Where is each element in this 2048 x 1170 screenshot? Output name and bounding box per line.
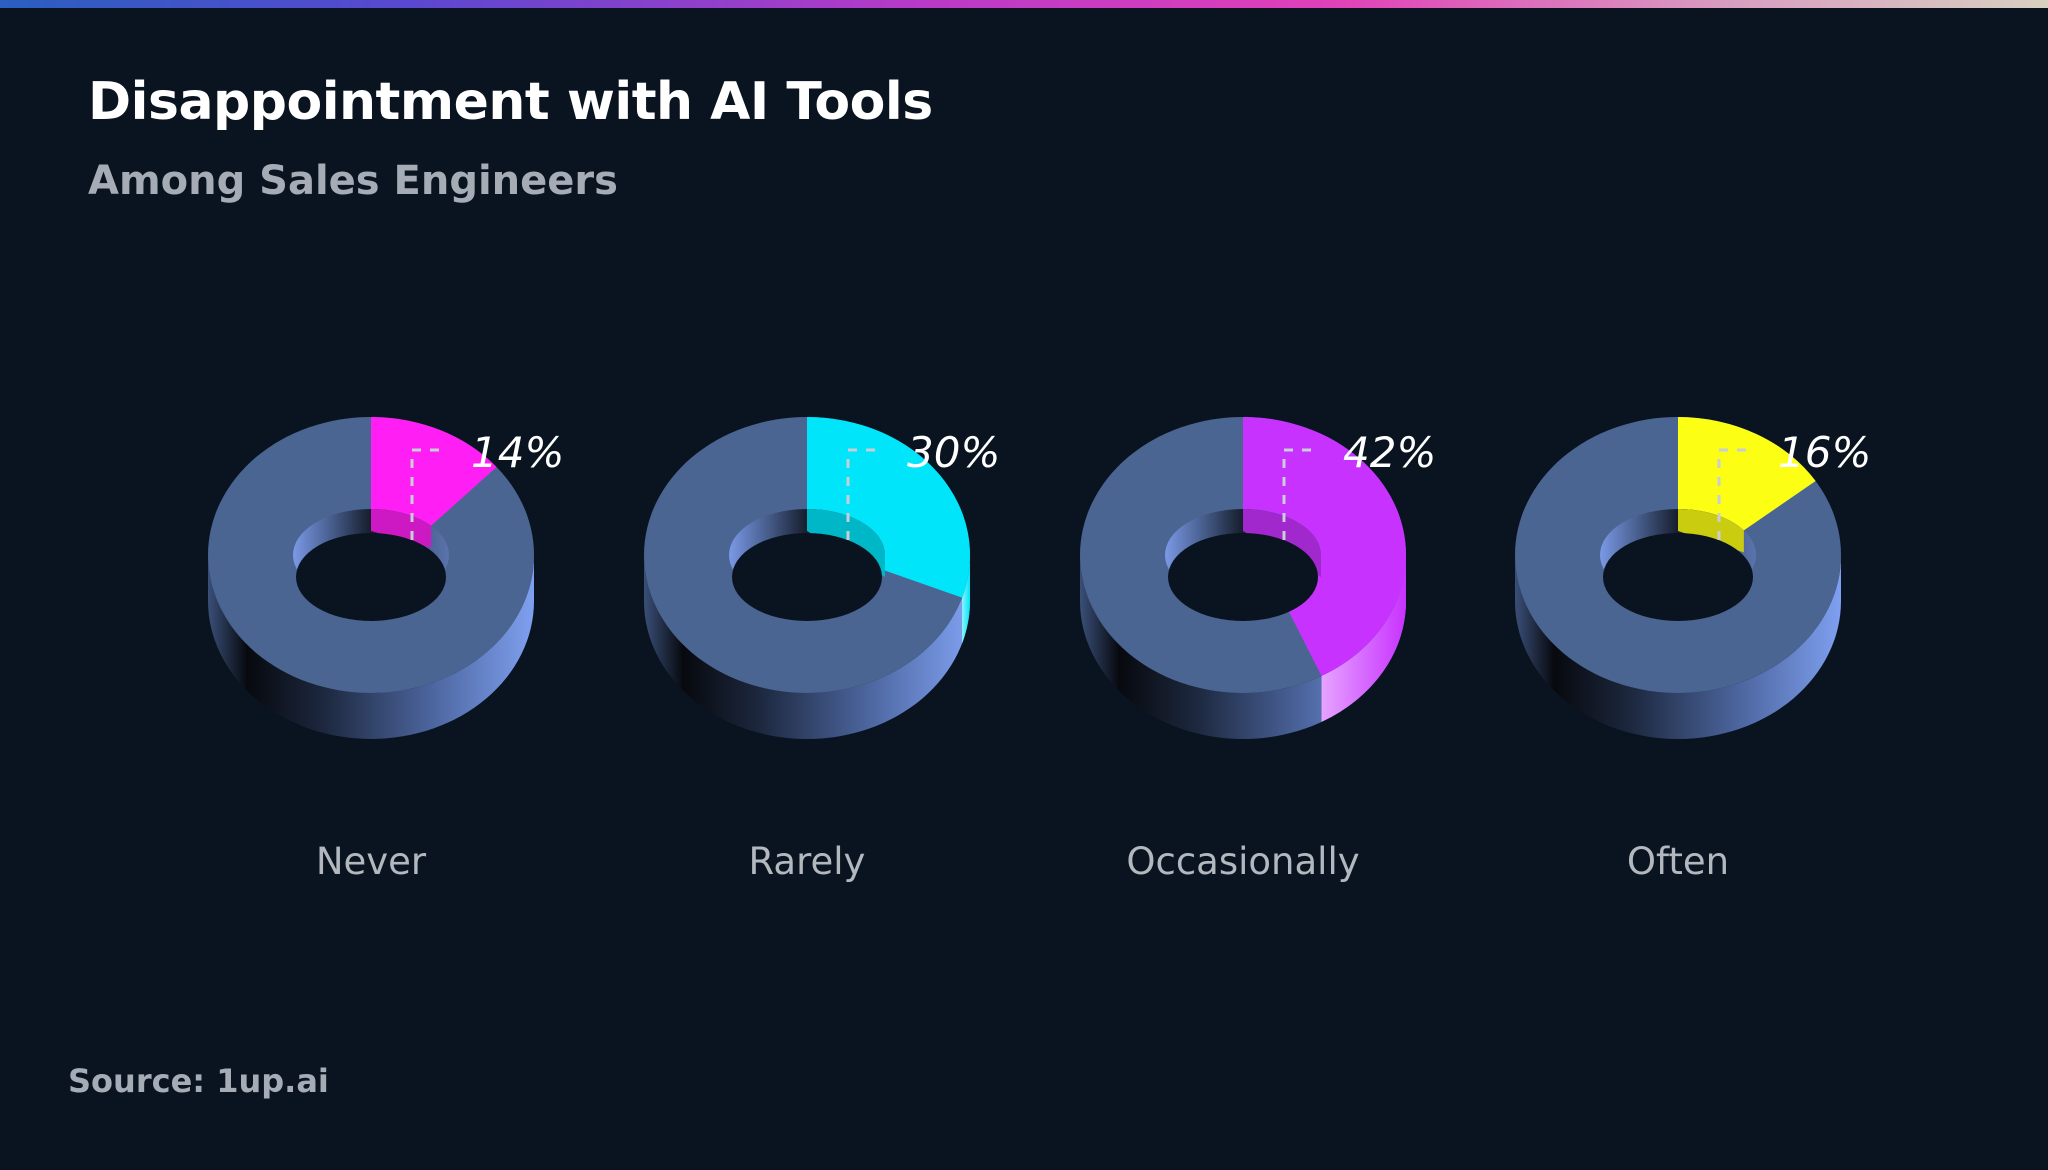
donut-side-wall (1515, 555, 1841, 739)
donut-hole (296, 533, 446, 621)
donut-segment-side (962, 555, 970, 644)
donut-segment-never (371, 417, 497, 526)
donut-never: 14% Never (208, 417, 564, 883)
donut-occasionally: 42% Occasionally (1080, 417, 1436, 883)
value-label: 42% (1343, 428, 1436, 477)
leader-line (410, 448, 448, 540)
donut-rarely: 30% Rarely (644, 417, 1000, 883)
donut-hole (1168, 533, 1318, 621)
donut-inner-segment (371, 509, 432, 548)
leader-line (846, 448, 884, 540)
donut-side-wall (644, 555, 970, 739)
donut-segment-often (1678, 417, 1816, 531)
gradient-accent-bar (0, 0, 2048, 8)
category-label: Rarely (749, 840, 866, 883)
category-label: Never (316, 840, 427, 883)
leader-line (1282, 448, 1320, 540)
donut-often: 16% Often (1515, 417, 1871, 883)
value-label: 30% (907, 428, 1000, 477)
category-label: Occasionally (1126, 840, 1359, 883)
donut-segment-side (1321, 555, 1406, 722)
donut-hole (1603, 533, 1753, 621)
value-label: 16% (1778, 428, 1871, 477)
value-label: 14% (471, 428, 564, 477)
chart-title: Disappointment with AI Tools (88, 72, 933, 132)
source-note: Source: 1up.ai (68, 1062, 329, 1100)
leader-line (1717, 448, 1755, 540)
category-label: Often (1627, 840, 1729, 883)
donut-inner-segment (1678, 509, 1744, 553)
donut-side-wall (208, 555, 534, 739)
donut-hole (732, 533, 882, 621)
chart-subtitle: Among Sales Engineers (88, 158, 618, 204)
